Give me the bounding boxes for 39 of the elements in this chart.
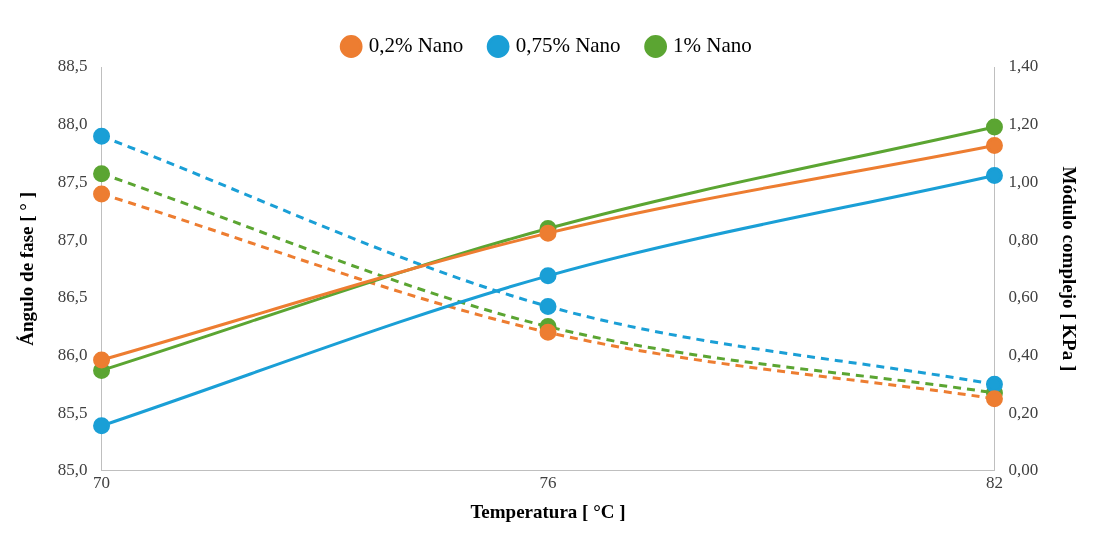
- y-tick-label: 87,5: [57, 171, 88, 191]
- y-axis-title: Ángulo de fase [ ° ]: [16, 192, 38, 346]
- y2-tick-label: 0,60: [1008, 287, 1039, 307]
- y-tick-label: 88,5: [57, 56, 88, 76]
- y2-tick-label: 0,20: [1008, 402, 1039, 422]
- y2-tick-label: 1,00: [1008, 171, 1039, 191]
- y2-axis-title: Módulo complejo [ KPa ]: [1058, 166, 1080, 372]
- y2-tick-label: 1,20: [1008, 114, 1039, 134]
- y2-tick-label: 0,40: [1008, 344, 1039, 364]
- y-tick-label: 88,0: [57, 114, 88, 134]
- point: [985, 390, 1003, 408]
- y-tick-label: 86,5: [57, 287, 88, 307]
- point: [539, 323, 557, 341]
- point: [93, 351, 111, 369]
- point: [985, 375, 1003, 393]
- point: [985, 136, 1003, 154]
- y2-tick-label: 1,40: [1008, 56, 1039, 76]
- legend-label: 1% Nano: [673, 33, 752, 58]
- x-tick-label: 82: [985, 473, 1003, 493]
- y2-tick-label: 0,00: [1008, 460, 1039, 480]
- y-tick-label: 86,0: [57, 344, 88, 364]
- point: [93, 185, 111, 203]
- x-tick-label: 70: [93, 473, 111, 493]
- point: [539, 224, 557, 242]
- y-tick-label: 85,5: [57, 402, 88, 422]
- point: [93, 165, 111, 183]
- y-tick-label: 87,0: [57, 229, 88, 249]
- point: [985, 166, 1003, 184]
- x-tick-label: 76: [539, 473, 557, 493]
- legend-label: 0,75% Nano: [515, 33, 621, 58]
- point: [985, 118, 1003, 136]
- x-axis-title: Temperatura [ °C ]: [470, 500, 626, 522]
- point: [539, 297, 557, 315]
- legend-label: 0,2% Nano: [368, 33, 464, 58]
- point: [93, 417, 111, 435]
- y2-tick-label: 0,80: [1008, 229, 1039, 249]
- point: [93, 127, 111, 145]
- point: [539, 267, 557, 285]
- y-tick-label: 85,0: [57, 460, 88, 480]
